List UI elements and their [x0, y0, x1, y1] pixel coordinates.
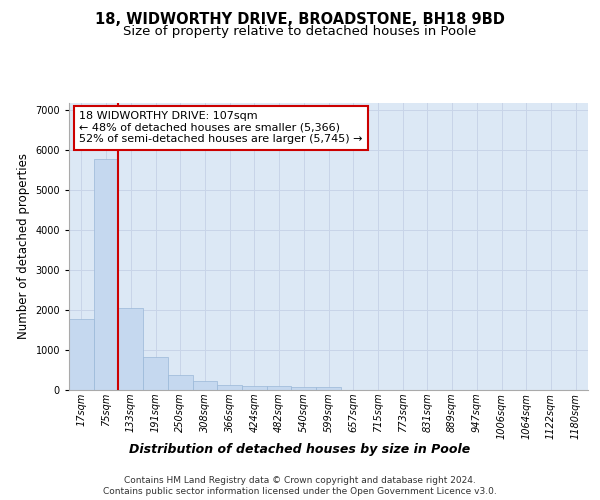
Bar [292, 387, 316, 390]
Text: Contains public sector information licensed under the Open Government Licence v3: Contains public sector information licen… [103, 487, 497, 496]
Bar [242, 386, 267, 390]
Bar [217, 385, 242, 390]
Text: Distribution of detached houses by size in Poole: Distribution of detached houses by size … [130, 442, 470, 456]
Bar [94, 159, 118, 390]
Text: Contains HM Land Registry data © Crown copyright and database right 2024.: Contains HM Land Registry data © Crown c… [124, 476, 476, 485]
Bar [118, 308, 143, 390]
Bar [267, 386, 292, 390]
Bar [143, 358, 168, 390]
Bar [168, 375, 193, 390]
Bar [69, 319, 94, 390]
Bar [316, 388, 341, 390]
Bar [193, 381, 217, 390]
Text: 18, WIDWORTHY DRIVE, BROADSTONE, BH18 9BD: 18, WIDWORTHY DRIVE, BROADSTONE, BH18 9B… [95, 12, 505, 28]
Text: Size of property relative to detached houses in Poole: Size of property relative to detached ho… [124, 25, 476, 38]
Y-axis label: Number of detached properties: Number of detached properties [17, 153, 30, 340]
Text: 18 WIDWORTHY DRIVE: 107sqm
← 48% of detached houses are smaller (5,366)
52% of s: 18 WIDWORTHY DRIVE: 107sqm ← 48% of deta… [79, 111, 363, 144]
